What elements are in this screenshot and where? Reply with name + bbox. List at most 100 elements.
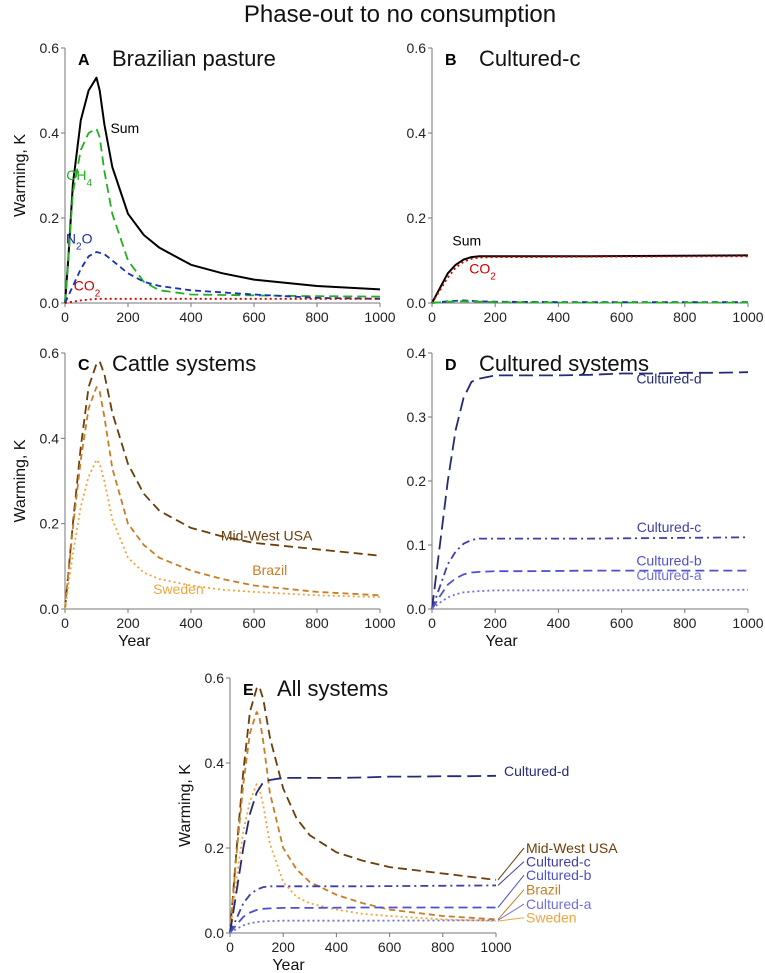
series-line-cultured_d xyxy=(229,774,497,934)
legend-label-cultured_a: Cultured-a xyxy=(526,896,592,912)
series-label-sum: Sum xyxy=(452,233,481,249)
y-tick-label: 0.0 xyxy=(40,601,60,617)
y-tick-label: 0.4 xyxy=(40,125,60,141)
x-axis-label: Year xyxy=(272,957,305,973)
panel-letter: B xyxy=(445,52,457,69)
x-tick-label: 400 xyxy=(547,309,571,325)
panel-b: 0.0 0.2 0.4 0.6 0 200 400 600 800 1000 B Cultured-c… xyxy=(407,40,764,325)
series-line-ch4 xyxy=(64,127,381,304)
series-label-ch4: CH4 xyxy=(66,167,92,189)
series-line-cultured_c xyxy=(431,536,749,610)
y-axis-label: Warming, K xyxy=(12,134,29,217)
series-line-cultured_d xyxy=(431,371,749,610)
y-tick-label: 0.2 xyxy=(407,473,427,489)
series-line-sum xyxy=(431,254,749,304)
panel-letter: A xyxy=(78,52,90,69)
series-line-midwest xyxy=(64,360,381,610)
y-tick-label: 0.4 xyxy=(205,755,225,771)
x-tick-label: 800 xyxy=(305,309,329,325)
y-axis-label: Warming, K xyxy=(177,764,194,847)
y-axis-label: Warming, K xyxy=(12,439,29,522)
x-tick-label: 600 xyxy=(378,939,402,955)
series-line-brazil xyxy=(229,711,497,934)
x-tick-label: 200 xyxy=(272,939,296,955)
legend-leader-cultured_c xyxy=(497,861,525,886)
x-tick-label: 0 xyxy=(428,615,436,631)
x-tick-label: 0 xyxy=(428,309,436,325)
y-tick-label: 0.6 xyxy=(407,40,427,56)
x-tick-label: 600 xyxy=(610,615,634,631)
series-label-sweden: Sweden xyxy=(153,581,204,597)
y-tick-label: 0.4 xyxy=(407,345,427,361)
x-tick-label: 1000 xyxy=(364,615,395,631)
x-tick-label: 600 xyxy=(242,615,266,631)
x-tick-label: 400 xyxy=(547,615,571,631)
panel-letter: C xyxy=(78,357,90,374)
x-tick-label: 600 xyxy=(610,309,634,325)
series-label-co2: CO2 xyxy=(74,277,101,299)
y-tick-label: 0.6 xyxy=(40,40,60,56)
panel-a: 0.0 0.2 0.4 0.6 0 200 400 600 800 1000 A Brazilian … xyxy=(12,40,396,325)
series-label-co2: CO2 xyxy=(469,260,496,282)
x-tick-label: 1000 xyxy=(732,615,763,631)
series-line-cultured_a xyxy=(229,919,497,934)
legend-label-sweden: Sweden xyxy=(526,910,577,926)
series-line-midwest xyxy=(229,685,497,934)
panel-c: 0.0 0.2 0.4 0.6 0 200 400 600 800 1000 C Cattle sys… xyxy=(12,345,396,650)
series-label-cultured_d: Cultured-d xyxy=(636,371,701,387)
panels: 0.0 0.2 0.4 0.6 0 200 400 600 800 1000 A Brazilian … xyxy=(12,40,764,973)
series-line-co2 xyxy=(431,255,749,304)
x-tick-label: 600 xyxy=(242,309,266,325)
x-tick-label: 0 xyxy=(61,615,69,631)
series-line-cultured_b xyxy=(431,569,748,610)
panel-title: Cattle systems xyxy=(112,351,256,376)
series-line-sweden xyxy=(64,458,381,610)
y-tick-label: 0.2 xyxy=(205,840,225,856)
series-line-cultured_a xyxy=(431,588,749,610)
series-line-co2 xyxy=(64,297,380,304)
series-label-n2o: N2O xyxy=(66,231,93,253)
legend-leader-cultured_a xyxy=(497,903,525,921)
y-tick-label: 0.0 xyxy=(407,295,427,311)
panel-letter: D xyxy=(445,357,457,374)
y-tick-label: 0.6 xyxy=(205,670,225,686)
series-line-ch4 xyxy=(431,300,748,304)
x-tick-label: 200 xyxy=(484,309,508,325)
legend-leader-midwest xyxy=(497,847,525,881)
panel-letter: E xyxy=(243,682,254,699)
y-tick-label: 0.2 xyxy=(407,210,427,226)
legend-label-midwest: Mid-West USA xyxy=(526,840,618,856)
y-tick-label: 0.0 xyxy=(205,925,225,941)
x-tick-label: 400 xyxy=(179,309,203,325)
series-label-midwest: Mid-West USA xyxy=(221,528,313,544)
x-tick-label: 800 xyxy=(673,615,697,631)
y-tick-label: 0.2 xyxy=(40,210,60,226)
panel-title: Brazilian pasture xyxy=(112,46,276,71)
legend-label-cultured_b: Cultured-b xyxy=(526,867,592,883)
panel-title: All systems xyxy=(277,676,388,701)
series-label-cultured_c: Cultured-c xyxy=(637,519,702,535)
series-label-sum: Sum xyxy=(110,120,139,136)
x-tick-label: 0 xyxy=(61,309,69,325)
series-line-brazil xyxy=(64,386,381,610)
panel-title: Cultured systems xyxy=(479,351,649,376)
y-tick-label: 0.1 xyxy=(407,537,427,553)
series-label-brazil: Brazil xyxy=(252,562,287,578)
y-tick-label: 0.4 xyxy=(40,430,60,446)
panel-title: Cultured-c xyxy=(479,46,580,71)
x-tick-label: 800 xyxy=(305,615,329,631)
x-axis-label: Year xyxy=(485,633,518,650)
x-tick-label: 200 xyxy=(484,615,508,631)
x-tick-label: 0 xyxy=(226,939,234,955)
series-label-cultured_a: Cultured-a xyxy=(636,567,702,583)
panel-e: 0.0 0.2 0.4 0.6 0 200 400 600 800 1000 E All system… xyxy=(177,670,618,973)
y-tick-label: 0.2 xyxy=(40,516,60,532)
x-tick-label: 800 xyxy=(431,939,455,955)
legend-leader-sweden xyxy=(497,917,525,922)
series-label-cultured_b: Cultured-b xyxy=(636,552,702,568)
figure-title: Phase-out to no consumption xyxy=(244,1,556,28)
x-axis-label: Year xyxy=(118,633,151,650)
x-tick-label: 1000 xyxy=(480,939,511,955)
x-tick-label: 200 xyxy=(116,615,140,631)
panel-d: 0.0 0.1 0.2 0.3 0.4 0 200 400 600 800 1000 D Culture… xyxy=(407,345,764,650)
